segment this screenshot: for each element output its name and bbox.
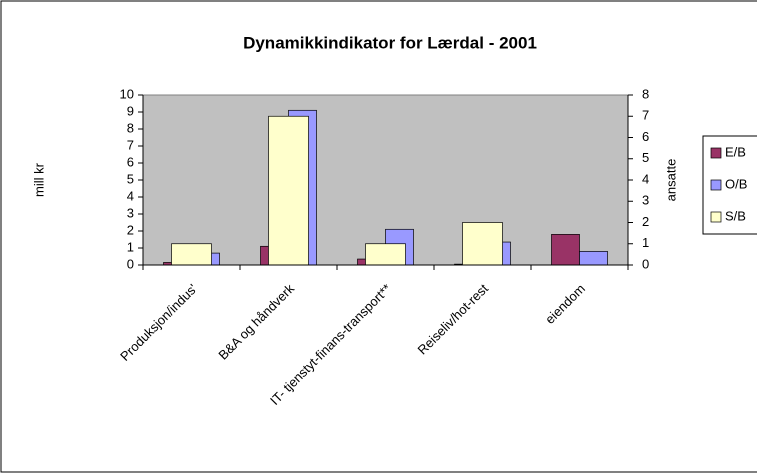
- legend-swatch: [710, 211, 722, 223]
- y-axis-label: mill kr: [31, 162, 46, 197]
- y-tick-label: 7: [127, 137, 134, 152]
- legend-label: E/B: [725, 144, 746, 159]
- y2-tick-label: 0: [642, 256, 649, 271]
- y2-tick-label: 5: [642, 150, 649, 165]
- y-tick-label: 9: [127, 103, 134, 118]
- y-tick-label: 6: [127, 154, 134, 169]
- legend-label: O/B: [725, 176, 747, 191]
- y-tick-label: 8: [127, 120, 134, 135]
- y-tick-label: 0: [127, 256, 134, 271]
- legend-swatch: [710, 147, 722, 159]
- y-tick-label: 5: [127, 171, 134, 186]
- legend-swatch: [710, 179, 722, 191]
- bar: [579, 251, 608, 266]
- y2-tick-label: 6: [642, 129, 649, 144]
- y2-tick-label: 2: [642, 214, 649, 229]
- y-tick-label: 2: [127, 222, 134, 237]
- bar: [462, 222, 503, 266]
- bar: [365, 243, 406, 266]
- bar: [171, 243, 212, 266]
- y-tick-label: 10: [120, 86, 134, 101]
- chart-title: Dynamikkindikator for Lærdal - 2001: [243, 33, 537, 52]
- y2-axis-label: ansatte: [663, 159, 678, 202]
- y2-tick-label: 7: [642, 108, 649, 123]
- y2-tick-label: 4: [642, 171, 649, 186]
- bar: [551, 234, 580, 266]
- y2-tick-label: 1: [642, 235, 649, 250]
- y-tick-label: 1: [127, 239, 134, 254]
- legend-label: S/B: [725, 208, 746, 223]
- y2-tick-label: 3: [642, 193, 649, 208]
- bar: [268, 115, 309, 266]
- y-tick-label: 3: [127, 205, 134, 220]
- y-tick-label: 4: [127, 188, 134, 203]
- y2-tick-label: 8: [642, 86, 649, 101]
